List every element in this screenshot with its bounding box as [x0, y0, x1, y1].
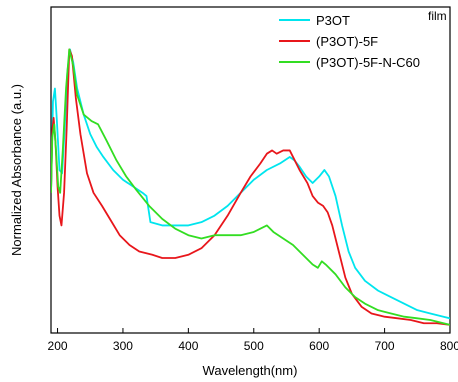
series-lines [51, 48, 450, 326]
x-tick-label-200: 200 [48, 339, 68, 353]
x-axis-ticks: 200 300 400 500 600 700 800 [48, 328, 458, 353]
legend-label-p3ot: P3OT [316, 13, 350, 28]
corner-label: film [428, 9, 447, 23]
series-line-0 [51, 48, 450, 320]
series-line-2 [51, 48, 450, 326]
series-line-1 [51, 48, 450, 326]
x-tick-label-700: 700 [375, 339, 395, 353]
legend-label-5f-n-c60: (P3OT)-5F-N-C60 [316, 55, 420, 70]
y-axis-label: Normalized Absorbance (a.u.) [9, 84, 24, 256]
x-tick-label-800: 800 [440, 339, 458, 353]
x-axis-label: Wavelength(nm) [203, 363, 298, 378]
x-tick-label-400: 400 [178, 339, 198, 353]
x-tick-label-500: 500 [244, 339, 264, 353]
legend: P3OT (P3OT)-5F (P3OT)-5F-N-C60 [279, 13, 420, 70]
x-tick-label-600: 600 [309, 339, 329, 353]
legend-label-5f: (P3OT)-5F [316, 34, 378, 49]
x-tick-label-300: 300 [113, 339, 133, 353]
